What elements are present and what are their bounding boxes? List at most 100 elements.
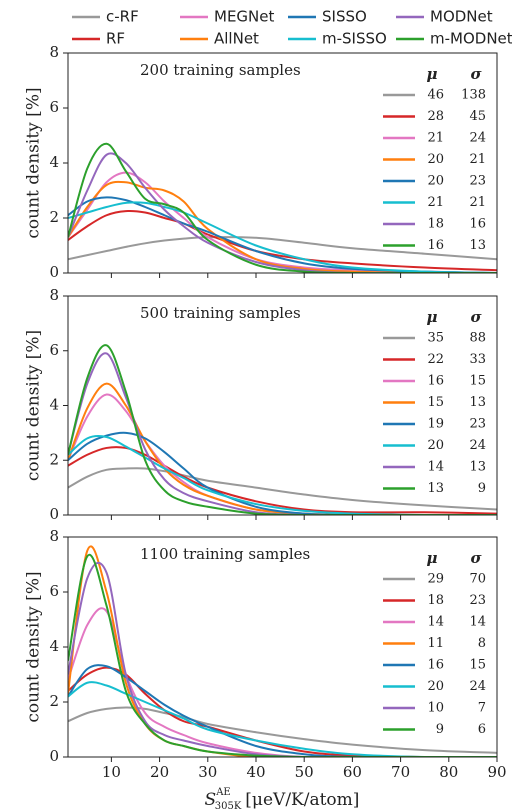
density-curve	[68, 171, 497, 273]
stats-sigma: 24	[469, 131, 486, 146]
stats-mu: 16	[427, 374, 444, 389]
legend-label[interactable]: m-SISSO	[322, 30, 387, 48]
density-curve	[68, 666, 497, 757]
y-tick-label: 6	[49, 98, 59, 116]
density-curve	[68, 142, 497, 273]
plot-frame	[67, 52, 498, 274]
stats-mu: 19	[427, 417, 444, 432]
x-tick-label: 10	[102, 763, 121, 781]
density-curve	[68, 180, 497, 273]
x-axis-label: SAE 305K [μeV/K/atom]	[205, 787, 360, 812]
stats-sigma: 6	[478, 722, 486, 737]
y-tick-label: 0	[49, 263, 59, 281]
stats-sigma: 24	[469, 679, 486, 694]
stats-sigma: 23	[469, 593, 486, 608]
curves	[68, 545, 497, 757]
stats-mu: 20	[427, 152, 444, 167]
stats-header: μ	[427, 65, 438, 83]
stats-sigma: 88	[469, 331, 486, 346]
density-curve	[68, 467, 497, 511]
legend-label[interactable]: m-MODNet	[430, 30, 512, 48]
density-curve	[68, 196, 497, 273]
stats-header: σ	[470, 65, 482, 83]
stats-mu: 18	[427, 593, 444, 608]
y-tick-label: 4	[49, 396, 59, 414]
stats-mu: 9	[436, 722, 444, 737]
legend-label[interactable]: MEGNet	[214, 8, 274, 26]
legend-label[interactable]: c-RF	[106, 8, 139, 26]
y-tick-label: 2	[49, 208, 59, 226]
stats-mu: 20	[427, 679, 444, 694]
density-curve	[68, 664, 497, 757]
stats-sigma: 24	[469, 438, 486, 453]
stats-mu: 22	[427, 352, 444, 367]
x-tick-label: 50	[295, 763, 314, 781]
density-curve	[68, 344, 497, 515]
stats-sigma: 8	[478, 636, 486, 651]
stats-mu: 46	[427, 88, 444, 103]
y-axis-label: count density [%]	[24, 571, 44, 722]
stats-sigma: 15	[469, 374, 486, 389]
stats-mu: 14	[427, 460, 444, 475]
y-tick-label: 0	[49, 505, 59, 523]
stats-sigma: 13	[469, 395, 486, 410]
legend-label[interactable]: MODNet	[430, 8, 493, 26]
x-tick-label: 30	[198, 763, 217, 781]
x-tick-label: 70	[391, 763, 410, 781]
stats-header: μ	[427, 549, 438, 567]
y-tick-label: 4	[49, 153, 59, 171]
y-tick-label: 4	[49, 637, 59, 655]
stats-mu: 35	[427, 331, 444, 346]
plot-frame	[67, 536, 498, 758]
stats-header: σ	[470, 549, 482, 567]
stats-sigma: 23	[469, 174, 486, 189]
density-curve	[68, 446, 497, 515]
stats-sigma: 16	[469, 217, 486, 232]
stats-mu: 28	[427, 109, 444, 124]
panel-title: 200 training samples	[140, 61, 301, 79]
stats-mu: 20	[427, 438, 444, 453]
x-label-unit: [μeV/K/atom]	[245, 790, 359, 810]
y-tick-label: 8	[49, 43, 59, 61]
density-curve	[68, 236, 497, 261]
y-tick-label: 6	[49, 341, 59, 359]
panel-title: 500 training samples	[140, 304, 301, 322]
x-label-superscript: AE	[215, 787, 231, 798]
density-curve	[68, 561, 497, 757]
density-curve	[68, 553, 497, 757]
stats-mu: 20	[427, 174, 444, 189]
curves	[68, 142, 497, 273]
stats-header: μ	[427, 308, 438, 326]
density-curve	[68, 431, 497, 515]
density-curve	[68, 607, 497, 757]
density-curve	[68, 435, 497, 515]
y-axis-label: count density [%]	[24, 87, 44, 238]
x-tick-label: 80	[439, 763, 458, 781]
density-curve	[68, 382, 497, 515]
y-tick-label: 6	[49, 582, 59, 600]
stats-sigma: 21	[469, 195, 486, 210]
stats-sigma: 13	[469, 460, 486, 475]
y-tick-label: 8	[49, 286, 59, 304]
stats-sigma: 21	[469, 152, 486, 167]
legend-label[interactable]: AllNet	[214, 30, 259, 48]
stats-mu: 16	[427, 658, 444, 673]
panel-title: 1100 training samples	[140, 545, 310, 563]
density-curve	[68, 352, 497, 515]
density-curve	[68, 706, 497, 754]
stats-mu: 15	[427, 395, 444, 410]
density-curve	[68, 393, 497, 515]
legend-label[interactable]: RF	[106, 30, 125, 48]
stats-header: σ	[470, 308, 482, 326]
stats-mu: 11	[427, 636, 444, 651]
stats-sigma: 9	[478, 481, 486, 496]
stats-sigma: 7	[478, 701, 486, 716]
legend-label[interactable]: SISSO	[322, 8, 367, 26]
x-tick-label: 90	[487, 763, 506, 781]
stats-sigma: 45	[469, 109, 486, 124]
stats-sigma: 138	[461, 88, 486, 103]
stats-mu: 18	[427, 217, 444, 232]
y-tick-label: 2	[49, 450, 59, 468]
stats-sigma: 13	[469, 238, 486, 253]
plot-frame	[67, 295, 498, 516]
